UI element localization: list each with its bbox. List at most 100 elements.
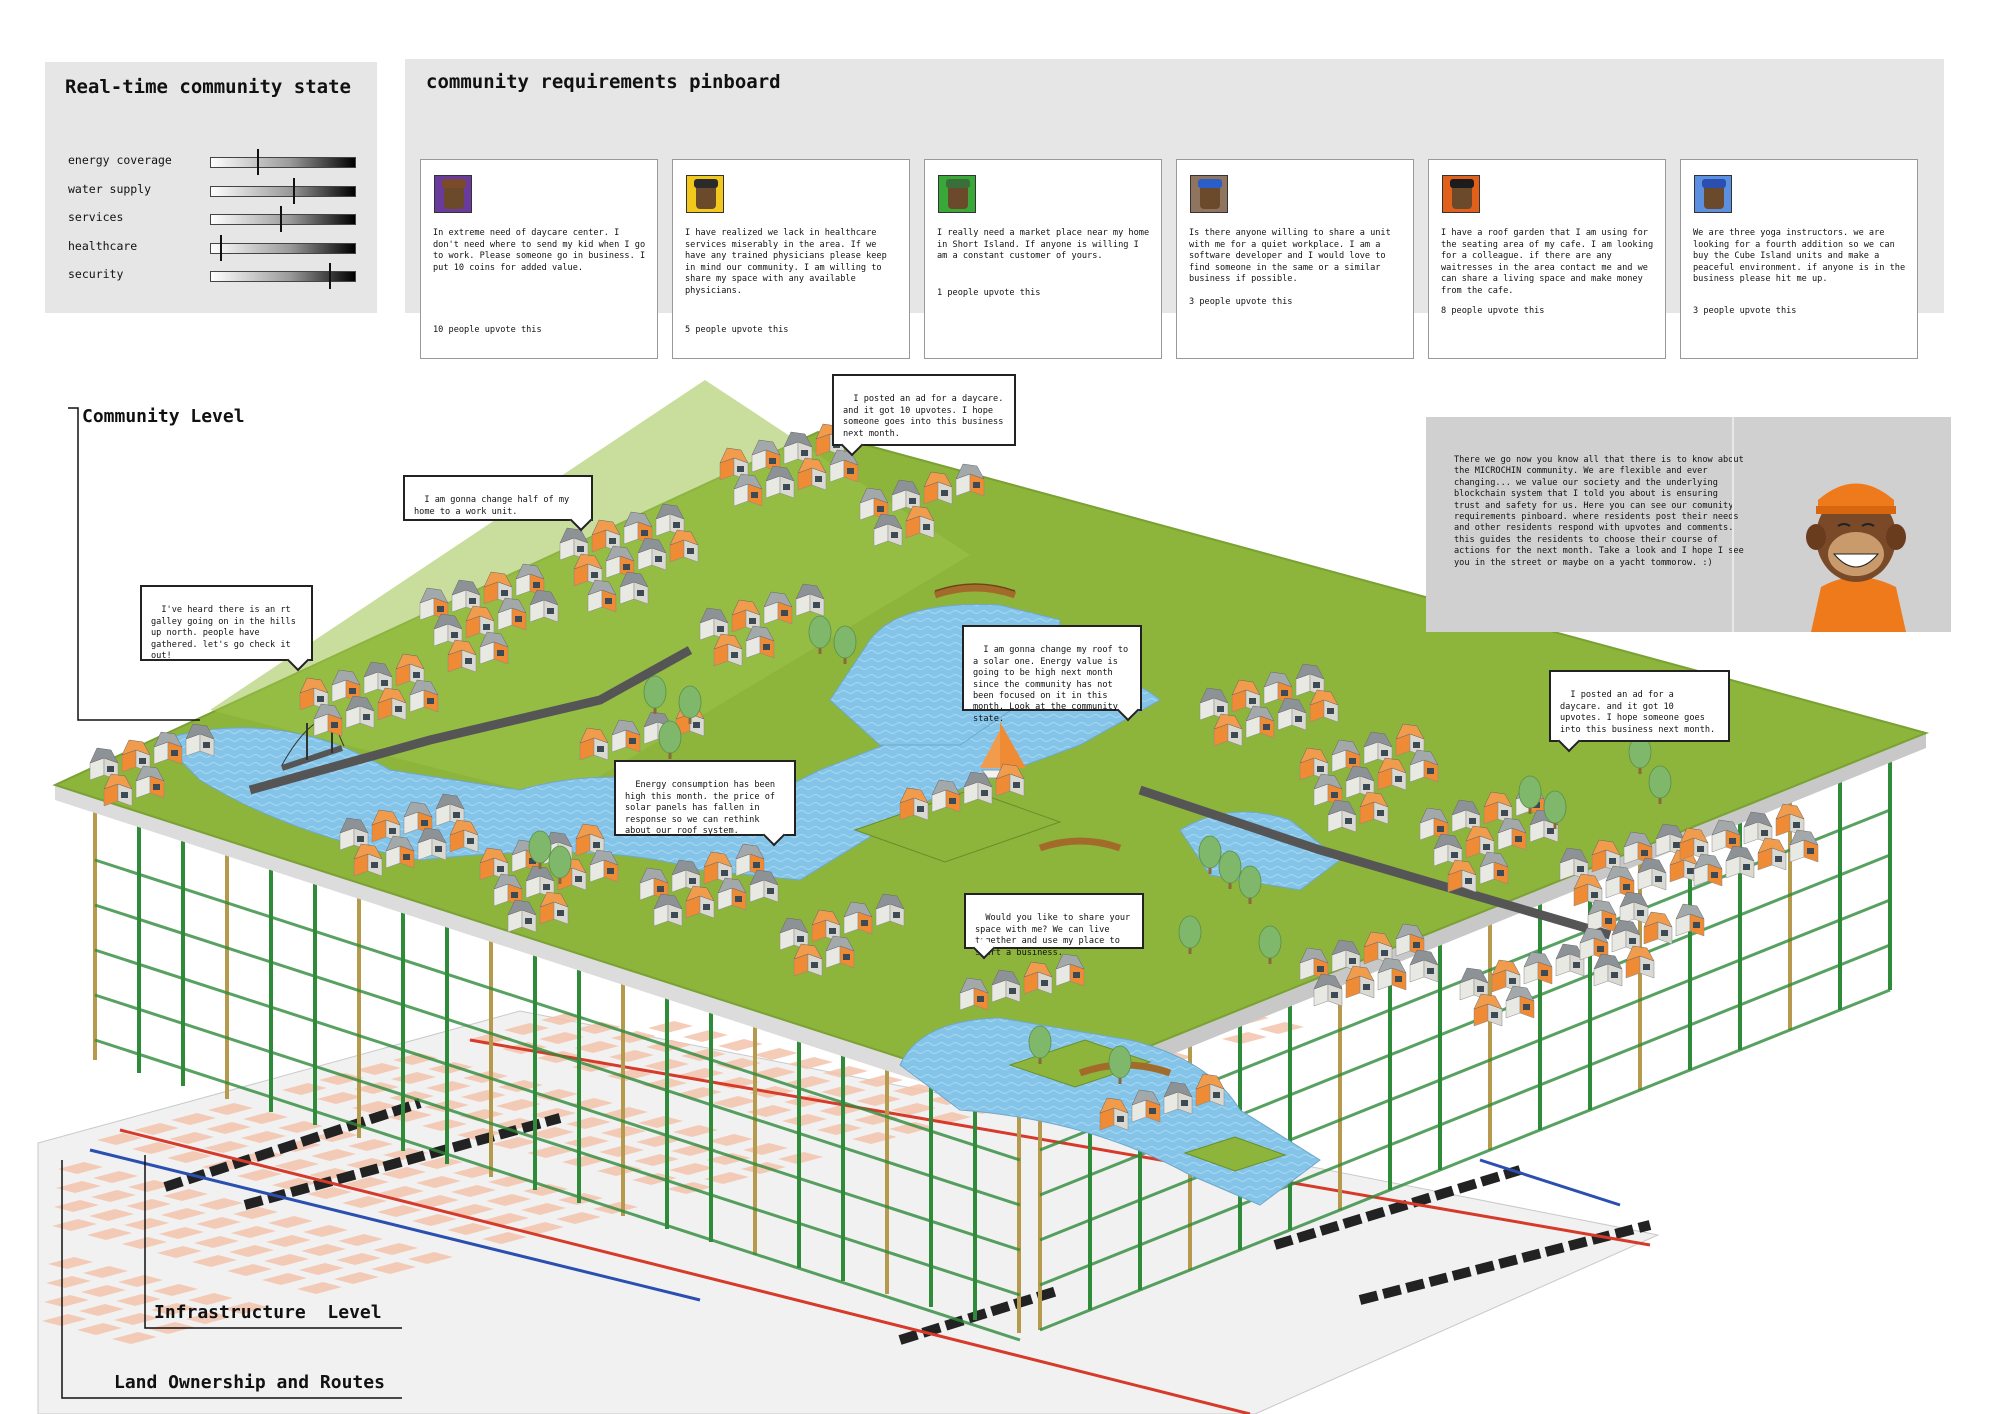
house — [385, 835, 415, 869]
red-route — [119, 1128, 1251, 1414]
land-parcel — [303, 1225, 348, 1237]
house — [525, 865, 555, 899]
pinboard-card-text: We are three yoga instructors. we are lo… — [1693, 228, 1911, 284]
house — [637, 537, 667, 571]
house — [793, 943, 823, 977]
pinboard-card-upvotes[interactable]: 3 people upvote this — [1189, 297, 1293, 307]
pinboard-card[interactable]: I really need a market place near my hom… — [924, 159, 1162, 359]
pinboard-card[interactable]: I have realized we lack in healthcare se… — [672, 159, 910, 359]
house — [1409, 749, 1439, 783]
house — [749, 869, 779, 903]
house — [1245, 705, 1275, 739]
house — [653, 893, 683, 927]
house — [1359, 791, 1389, 825]
road-route — [1273, 1165, 1522, 1250]
house — [1313, 973, 1343, 1007]
land-parcel — [48, 1257, 93, 1269]
house — [955, 463, 985, 497]
land-parcel — [889, 1122, 934, 1134]
house — [1331, 939, 1361, 973]
land-parcel — [186, 1312, 231, 1324]
house — [479, 631, 509, 665]
land-parcel — [206, 1122, 251, 1134]
land-parcel — [638, 1116, 683, 1128]
community-level-leader — [68, 407, 200, 721]
island-central — [853, 789, 1062, 863]
state-meter-label: water supply — [68, 181, 152, 196]
pinboard-card[interactable]: We are three yoga instructors. we are lo… — [1680, 159, 1918, 359]
land-parcel — [533, 1089, 578, 1101]
house — [1593, 953, 1623, 987]
road-east — [1138, 785, 1612, 940]
infrastructure-beam — [1039, 943, 1891, 1287]
house — [353, 843, 383, 877]
house — [1757, 837, 1787, 871]
trees — [528, 615, 1672, 1084]
house — [1099, 1097, 1129, 1131]
tree — [1218, 850, 1242, 889]
tree — [1518, 775, 1542, 814]
speech-bubble-energy-consumption: Energy consumption has been high this mo… — [614, 760, 796, 847]
land-parcel — [521, 1203, 566, 1215]
land-parcel — [1222, 1032, 1267, 1044]
house — [765, 465, 795, 499]
pinboard-card[interactable]: I have a roof garden that I am using for… — [1428, 159, 1666, 359]
land-parcel — [89, 1209, 134, 1221]
land-parcel — [241, 1131, 286, 1143]
land-parcel — [408, 1252, 453, 1264]
land-parcels — [42, 1013, 1304, 1344]
land-parcel — [747, 1105, 792, 1117]
house — [433, 613, 463, 647]
land-parcel — [309, 1168, 354, 1180]
pinboard-card[interactable]: In extreme need of daycare center. I don… — [420, 159, 658, 359]
land-parcel — [192, 1255, 237, 1267]
land-parcel — [208, 1103, 253, 1115]
land-parcel — [311, 1149, 356, 1161]
land-parcel — [278, 1121, 323, 1133]
guide-info-panel: There we go now you know all that there … — [1426, 417, 1951, 632]
pinboard-card-upvotes[interactable]: 3 people upvote this — [1693, 306, 1797, 316]
ape-avatar-green-icon — [938, 175, 976, 213]
land-parcel — [856, 1094, 901, 1106]
land-parcel — [124, 1218, 169, 1230]
speech-bubble-art-gallery: I've heard there is an rt galley going o… — [140, 585, 313, 672]
house — [1611, 919, 1641, 953]
land-parcel — [858, 1075, 903, 1087]
pinboard-card[interactable]: Is there anyone willing to share a unit … — [1176, 159, 1414, 359]
land-parcel — [352, 1101, 397, 1113]
land-parcel — [126, 1199, 171, 1211]
land-parcel — [44, 1295, 89, 1307]
pinboard-card-text: I really need a market place near my hom… — [937, 228, 1155, 261]
land-parcel — [266, 1235, 311, 1247]
pinboard-title: community requirements pinboard — [426, 71, 781, 93]
pinboard-card-upvotes[interactable]: 10 people upvote this — [433, 325, 542, 335]
house — [1163, 1081, 1193, 1115]
house — [377, 687, 407, 721]
land-parcel — [348, 1139, 393, 1151]
land-parcel — [609, 1050, 654, 1062]
house — [931, 779, 961, 813]
land-parcel — [704, 1172, 749, 1184]
land-parcel — [753, 1048, 798, 1060]
house — [1377, 957, 1407, 991]
land-parcel — [451, 1185, 496, 1197]
pinboard-card-upvotes[interactable]: 5 people upvote this — [685, 325, 789, 335]
tree — [643, 675, 667, 714]
house — [1675, 903, 1705, 937]
house — [1789, 829, 1819, 863]
land-parcel — [264, 1254, 309, 1266]
land-parcel — [1259, 1022, 1304, 1034]
speech-bubble-daycare-north: I posted an ad for a daycare. and it got… — [832, 374, 1016, 457]
land-parcel — [159, 1227, 204, 1239]
house — [1345, 965, 1375, 999]
tree — [1198, 835, 1222, 874]
land-parcel — [412, 1214, 457, 1226]
land-parcel — [128, 1180, 173, 1192]
land-parcel — [482, 1232, 527, 1244]
land-parcel — [782, 1114, 827, 1126]
house — [1743, 811, 1773, 845]
pinboard-card-upvotes[interactable]: 8 people upvote this — [1441, 306, 1545, 316]
land-parcel — [338, 1234, 383, 1246]
ape-avatar-brown-icon — [1190, 175, 1228, 213]
pinboard-card-upvotes[interactable]: 1 people upvote this — [937, 288, 1041, 298]
